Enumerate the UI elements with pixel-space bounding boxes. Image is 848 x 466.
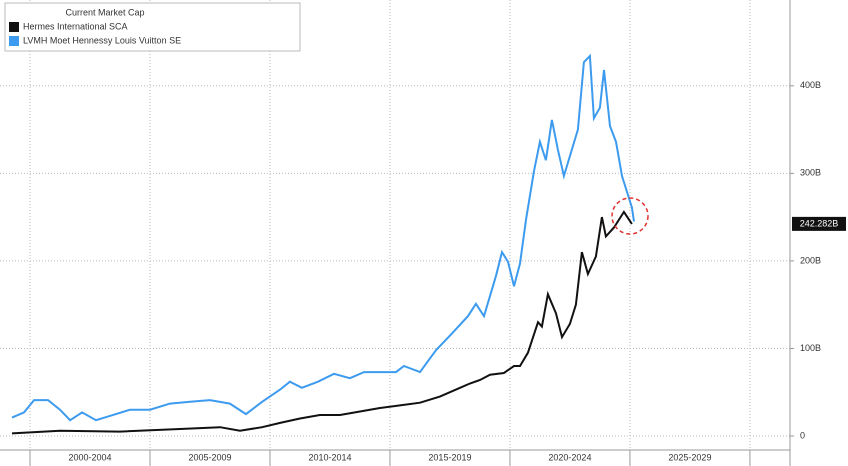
legend-title: Current Market Cap: [65, 7, 144, 17]
value-label: 242.282B: [800, 218, 839, 228]
series-line: [11, 53, 635, 422]
legend-label: LVMH Moet Hennessy Louis Vuitton SE: [23, 35, 181, 45]
legend-box: [4, 2, 301, 52]
y-tick-label: 100B: [800, 343, 821, 353]
y-tick-label: 300B: [800, 168, 821, 178]
legend-swatch: [9, 36, 19, 46]
x-tick-label: 2015-2019: [428, 452, 471, 462]
x-tick-label: 2010-2014: [308, 452, 351, 462]
lines: [11, 53, 635, 435]
grid: 0 100B 200B 300B 400B 2000-2004 2005-2009 2010-…: [0, 0, 821, 466]
series-line: [11, 210, 633, 435]
x-tick-label: 2005-2009: [188, 452, 231, 462]
x-tick-label: 2000-2004: [68, 452, 111, 462]
y-tick-label: 0: [800, 430, 805, 440]
legend-label: Hermes International SCA: [23, 21, 128, 31]
value-label-box: [792, 216, 846, 231]
x-tick-label: 2020-2024: [548, 452, 591, 462]
x-tick-label: 2025-2029: [668, 452, 711, 462]
legend-swatch: [9, 22, 19, 32]
y-tick-label: 200B: [800, 255, 821, 265]
highlight-circle: [611, 197, 649, 235]
y-tick-label: 400B: [800, 80, 821, 90]
legend: Current Market Cap Hermes International …: [4, 2, 301, 52]
